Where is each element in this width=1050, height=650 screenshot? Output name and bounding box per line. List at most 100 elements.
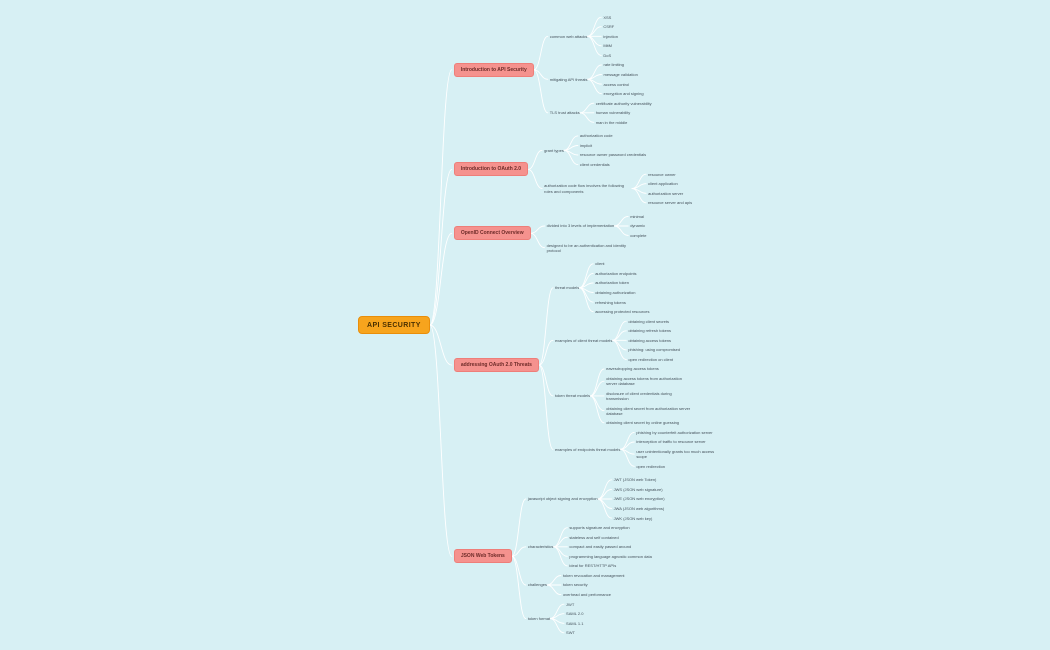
- leaf-saml-1-1[interactable]: SAML 1.1: [566, 620, 584, 626]
- leaf-client-application[interactable]: client application: [648, 181, 678, 187]
- leaf-obtaining-refresh-tokens[interactable]: obtaining refresh tokens: [628, 328, 672, 334]
- leaf-jwe-json-web-encryption[interactable]: JWE (JSON web encryption): [613, 496, 665, 502]
- leaf-authorization-code[interactable]: authorization code: [579, 133, 613, 139]
- branch-compact-and-easily-passed-around: compact and easily passed around: [569, 542, 668, 552]
- branch-implicit: implicit: [580, 141, 662, 151]
- subtopic-authorization-code-flow-involves-the-follo[interactable]: authorization code flow involves the fol…: [544, 183, 624, 194]
- leaf-resource-owner[interactable]: resource owner: [648, 171, 676, 177]
- leaf-accessing-protected-resources[interactable]: accessing protected resources: [595, 309, 650, 315]
- branch-injection: injection: [603, 32, 634, 42]
- leaf-minimal[interactable]: minimal: [630, 213, 644, 219]
- leaf-rate-limiting[interactable]: rate limiting: [603, 62, 624, 68]
- leaf-obtaining-access-tokens[interactable]: obtaining access tokens: [628, 337, 672, 343]
- leaf-dos[interactable]: DoS: [603, 52, 612, 58]
- leaf-compact-and-easily-passed-around[interactable]: compact and easily passed around: [569, 544, 632, 550]
- branch-introduction-to-api-security: Introduction to API Security common web a…: [453, 12, 741, 127]
- leaf-authorization-token[interactable]: authorization token: [595, 280, 629, 286]
- leaf-supports-signature-and-encryption[interactable]: supports signature and encryption: [569, 525, 630, 531]
- leaf-resource-server-and-apis[interactable]: resource server and apis: [648, 200, 693, 206]
- leaf-jwa-json-web-algorithms[interactable]: JWA (JSON web algorithms): [613, 505, 665, 511]
- subtopic-common-web-attacks[interactable]: common web attacks: [549, 33, 588, 39]
- branch-jwe-json-web-encryption: JWE (JSON web encryption): [614, 494, 681, 504]
- leaf-overhead-and-performance[interactable]: overhead and performance: [562, 592, 611, 597]
- subtopic-grant-types[interactable]: grant types: [544, 147, 564, 153]
- subtopic-javascript-object-signing-and-encryption[interactable]: javascript object signing and encryption: [527, 496, 598, 502]
- leaf-resource-owner-password-credentials[interactable]: resource owner password credentials: [579, 152, 647, 158]
- leaf-man-in-the-middle[interactable]: man in the middle: [595, 119, 628, 125]
- main-topic-introduction-to-api-security[interactable]: Introduction to API Security: [453, 62, 534, 77]
- leaf-complete[interactable]: complete: [630, 232, 647, 238]
- children-of-examples-of-client-threat-models: obtaining client secrets obtaining refres…: [628, 316, 696, 364]
- leaf-dynamic[interactable]: dynamic: [630, 223, 646, 229]
- leaf-obtaining-client-secrets[interactable]: obtaining client secrets: [628, 318, 670, 324]
- leaf-injection[interactable]: injection: [603, 33, 619, 39]
- subtopic-examples-of-client-threat-models[interactable]: examples of client threat models: [554, 337, 613, 343]
- leaf-jwt[interactable]: JWT: [566, 601, 575, 607]
- leaf-implicit[interactable]: implicit: [579, 142, 593, 148]
- leaf-client-credentials[interactable]: client credentials: [579, 162, 610, 167]
- leaf-open-redirection[interactable]: open redirection: [636, 463, 666, 469]
- branch-complete: complete: [630, 231, 662, 241]
- subtopic-characteristics[interactable]: characteristics: [527, 544, 554, 550]
- branch-open-redirection: open redirection: [636, 462, 740, 472]
- branch-authorization-code: authorization code: [580, 131, 662, 141]
- main-topic-addressing-oauth-2-0-threats[interactable]: addressing OAuth 2.0 Threats: [453, 358, 539, 373]
- leaf-obtaining-authorization[interactable]: obtaining authorization: [595, 289, 636, 295]
- subtopic-divided-into-3-levels-of-implementation[interactable]: divided into 3 levels of implementation: [546, 223, 615, 229]
- subtopic-threat-models[interactable]: threat models: [554, 285, 580, 291]
- leaf-swt[interactable]: SWT: [566, 630, 575, 636]
- branch-swt: SWT: [566, 628, 599, 638]
- leaf-obtaining-client-secret-from-authorization[interactable]: obtaining client secret from authorizati…: [606, 405, 691, 416]
- leaf-programming-language-agnostic-common-data[interactable]: programming language agnostic common dat…: [569, 553, 652, 559]
- leaf-token-revocation-and-management[interactable]: token revocation and management: [562, 572, 625, 578]
- leaf-ideal-for-rest-http-apis[interactable]: ideal for REST/HTTP APIs: [569, 563, 617, 569]
- leaf-user-unintentionally-grants-too-much-acces[interactable]: user unintentionally grants too much acc…: [636, 448, 715, 460]
- leaf-token-security[interactable]: token security: [562, 582, 588, 588]
- branch-resource-owner-password-credentials: resource owner password credentials: [580, 150, 662, 160]
- leaf-obtaining-client-secret-by-online-guessing[interactable]: obtaining client secret by online guessi…: [606, 420, 680, 426]
- leaf-human-vulnerability[interactable]: human vulnerability: [595, 110, 631, 116]
- leaf-jws-json-web-signature[interactable]: JWS (JSON web signature): [613, 486, 663, 492]
- branch-jwt: JWT: [566, 599, 599, 609]
- subtopic-mitigating-api-threats[interactable]: mitigating API threats: [549, 76, 588, 82]
- leaf-mitm[interactable]: MitM: [603, 43, 612, 49]
- branch-obtaining-client-secret-from-authorization: obtaining client secret from authorizati…: [606, 403, 710, 418]
- leaf-saml-2-0[interactable]: SAML 2.0: [566, 611, 584, 617]
- leaf-message-validation[interactable]: message validation: [603, 71, 638, 77]
- leaf-csrf[interactable]: CSRF: [603, 24, 615, 30]
- children-of-common-web-attacks: XSS CSRF injection MitM DoS: [603, 12, 634, 60]
- branch-certificate-authority-vulnerability: certificate authority vulnerability: [596, 98, 668, 108]
- main-topic-openid-connect-overview[interactable]: OpenID Connect Overview: [453, 226, 531, 241]
- leaf-interception-of-traffic-to-resource-server[interactable]: interception of traffic to resource serv…: [636, 439, 706, 445]
- leaf-certificate-authority-vulnerability[interactable]: certificate authority vulnerability: [595, 100, 652, 106]
- leaf-encryption-and-signing[interactable]: encryption and signing: [603, 91, 644, 97]
- leaf-disclosure-of-client-credentials-during-tr[interactable]: disclosure of client credentials during …: [606, 390, 672, 401]
- leaf-authorization-endpoints[interactable]: authorization endpoints: [595, 270, 637, 276]
- leaf-open-redirection-on-client[interactable]: open redirection on client: [628, 356, 674, 362]
- leaf-authorization-server[interactable]: authorization server: [648, 190, 684, 196]
- leaf-jwk-json-web-key[interactable]: JWK (JSON web key): [613, 515, 653, 521]
- subtopic-tls-trust-attacks[interactable]: TLS trust attacks: [549, 110, 580, 116]
- subtopic-challenges[interactable]: challenges: [527, 582, 547, 588]
- leaf-xss[interactable]: XSS: [603, 14, 612, 20]
- subtopic-token-threat-models[interactable]: token threat models: [554, 393, 591, 399]
- leaf-obtaining-access-tokens-from-authorization[interactable]: obtaining access tokens from authorizati…: [606, 376, 682, 387]
- branch-access-control: access control: [604, 79, 660, 89]
- main-topic-json-web-tokens[interactable]: JSON Web Tokens: [453, 549, 512, 564]
- leaf-designed-to-be-an-authentication-and-ident[interactable]: designed to be an authentication and ide…: [546, 242, 627, 253]
- branch-jws-json-web-signature: JWS (JSON web signature): [614, 485, 681, 495]
- leaf-jwt-json-web-token[interactable]: JWT (JSON web Token): [613, 477, 657, 483]
- subtopic-token-format[interactable]: token format: [527, 615, 551, 621]
- leaf-access-control[interactable]: access control: [603, 81, 630, 87]
- leaf-phishing-using-compromised[interactable]: phishing: using compromised: [628, 347, 681, 353]
- branch-human-vulnerability: human vulnerability: [596, 108, 668, 118]
- leaf-eavesdropping-access-tokens[interactable]: eavesdropping access tokens: [606, 366, 659, 372]
- central-topic-api-security[interactable]: API SECURITY: [358, 316, 430, 334]
- main-topic-introduction-to-oauth-2-0[interactable]: Introduction to OAuth 2.0: [453, 162, 529, 177]
- leaf-phishing-by-counterfeit-authorization-serv[interactable]: phishing by counterfeit authorization se…: [636, 429, 713, 435]
- leaf-stateless-and-self-contained[interactable]: stateless and self contained: [569, 534, 619, 540]
- leaf-client[interactable]: client: [595, 261, 605, 267]
- branch-dynamic: dynamic: [630, 221, 662, 231]
- subtopic-examples-of-endpoints-threat-models[interactable]: examples of endpoints threat models: [554, 446, 621, 452]
- leaf-refreshing-tokens[interactable]: refreshing tokens: [595, 299, 626, 305]
